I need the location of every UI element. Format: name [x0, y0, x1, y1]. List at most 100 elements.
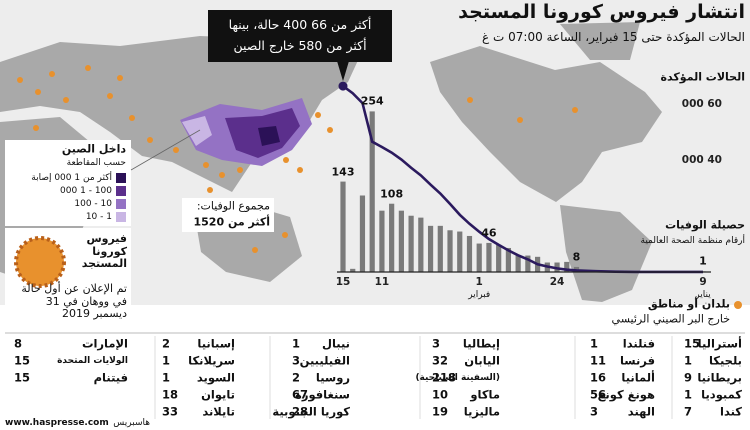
- bar: [457, 231, 463, 272]
- total-deaths-box: [182, 198, 274, 232]
- line-end-dot: [338, 81, 348, 91]
- country-count: 2: [292, 370, 301, 385]
- country-dot: [117, 75, 123, 81]
- country-count: 28: [292, 404, 309, 419]
- country-count: 7: [684, 404, 693, 419]
- legend-text: خارج البر الصيني الرئيسي: [611, 312, 730, 326]
- data-label: 254: [360, 95, 384, 109]
- data-label: 108: [380, 187, 404, 201]
- y-axis-label: حصيلة الوفيات: [665, 218, 745, 232]
- country-count: 18: [162, 387, 179, 402]
- china-legend-box: [5, 140, 131, 226]
- country-name: كمبوديا: [701, 387, 742, 402]
- country-name: ماليزيا: [463, 404, 500, 419]
- country-name: تايوان: [201, 387, 235, 402]
- country-dot: [49, 71, 55, 77]
- title: انتشار فيروس كورونا المستجد: [458, 1, 745, 24]
- country-count: 56: [590, 387, 607, 402]
- data-label: 1: [699, 255, 707, 269]
- country-name: بريطانيا: [697, 370, 742, 385]
- country-dot: [203, 162, 209, 168]
- bar: [496, 244, 502, 272]
- country-dot: [315, 112, 321, 118]
- legend-subtitle: حسب المقاطعة: [66, 157, 126, 168]
- legend-label: 100 - 1 000: [60, 185, 112, 196]
- country-name: الهند: [627, 404, 655, 419]
- bar: [437, 225, 443, 272]
- callout-pointer: [337, 61, 349, 82]
- bar: [340, 181, 346, 272]
- country-dots: [17, 65, 578, 253]
- country-name: ماكاو: [470, 387, 500, 402]
- legend-title: داخل الصين: [61, 142, 126, 156]
- country-name: فيتنام: [93, 370, 128, 385]
- total-deaths-value: أكثر من 1520: [193, 215, 271, 229]
- country-count: 3: [432, 336, 441, 351]
- north-america: [430, 46, 662, 202]
- country-count: 3: [590, 404, 599, 419]
- bar: [564, 261, 570, 272]
- country-count: 67: [292, 387, 309, 402]
- legend-swatch: [116, 212, 126, 222]
- callout-text: أكثر من 580 خارج الصين: [233, 37, 367, 53]
- country-count: 1: [684, 387, 693, 402]
- country-dot: [85, 65, 91, 71]
- country-name: أستراليا: [697, 336, 742, 351]
- x-tick-label: 11: [374, 275, 390, 288]
- country-dot: [572, 107, 578, 113]
- country-name: هونغ كونغ: [597, 387, 655, 402]
- bar: [505, 247, 512, 272]
- country-count: 15: [14, 353, 31, 368]
- country-dot: [63, 97, 69, 103]
- bar: [350, 268, 356, 272]
- y-axis-sublabel: أرقام منظمة الصحة العالمية: [640, 235, 746, 246]
- x-tick-label: 1: [475, 275, 483, 288]
- bar: [476, 243, 482, 272]
- country-name: السويد: [196, 370, 235, 385]
- country-name: إسبانيا: [197, 336, 235, 351]
- country-name: روسيا: [315, 370, 350, 385]
- country-count: 8: [14, 336, 23, 351]
- data-label: 143: [331, 165, 355, 179]
- footer-url: www.haspresse.com: [5, 417, 109, 428]
- x-tick-label: 9: [699, 275, 707, 288]
- callout-box: [208, 10, 392, 62]
- country-count: 1: [590, 336, 599, 351]
- x-tick-label: 15: [335, 275, 351, 288]
- country-dot: [33, 125, 39, 131]
- bar: [418, 217, 424, 272]
- country-dot: [297, 167, 303, 173]
- footer-source: هاسبريس: [113, 417, 150, 428]
- bar: [379, 210, 385, 272]
- south-america: [560, 205, 652, 302]
- country-dot: [147, 137, 153, 143]
- y2-tick-label: 40 000: [681, 153, 722, 166]
- country-count: 11: [590, 353, 607, 368]
- legend-leader: [130, 129, 201, 171]
- country-dot: [237, 167, 243, 173]
- country-name: (السفينة السياحية): [415, 372, 500, 383]
- country-count: 1: [684, 353, 693, 368]
- country-count: 33: [162, 404, 179, 419]
- bar: [515, 255, 521, 272]
- country-dot: [283, 157, 289, 163]
- bar: [427, 225, 434, 272]
- data-label: 8: [572, 250, 581, 264]
- bar: [359, 195, 366, 272]
- country-dot: [207, 187, 213, 193]
- country-name: الولايات المتحدة: [57, 355, 128, 366]
- country-name: تايلاند: [202, 404, 235, 419]
- legend-label: 10 - 100: [74, 198, 112, 209]
- bar: [369, 111, 375, 272]
- china-region: [182, 116, 212, 146]
- bar: [408, 215, 414, 272]
- country-name: كوريا الجنوبية: [272, 404, 350, 419]
- bar: [398, 210, 404, 272]
- country-dot: [327, 127, 333, 133]
- country-dot: [517, 117, 523, 123]
- total-deaths-label: مجموع الوفيات:: [196, 199, 270, 213]
- country-name: الفيليبين: [299, 353, 350, 368]
- country-dot: [129, 115, 135, 121]
